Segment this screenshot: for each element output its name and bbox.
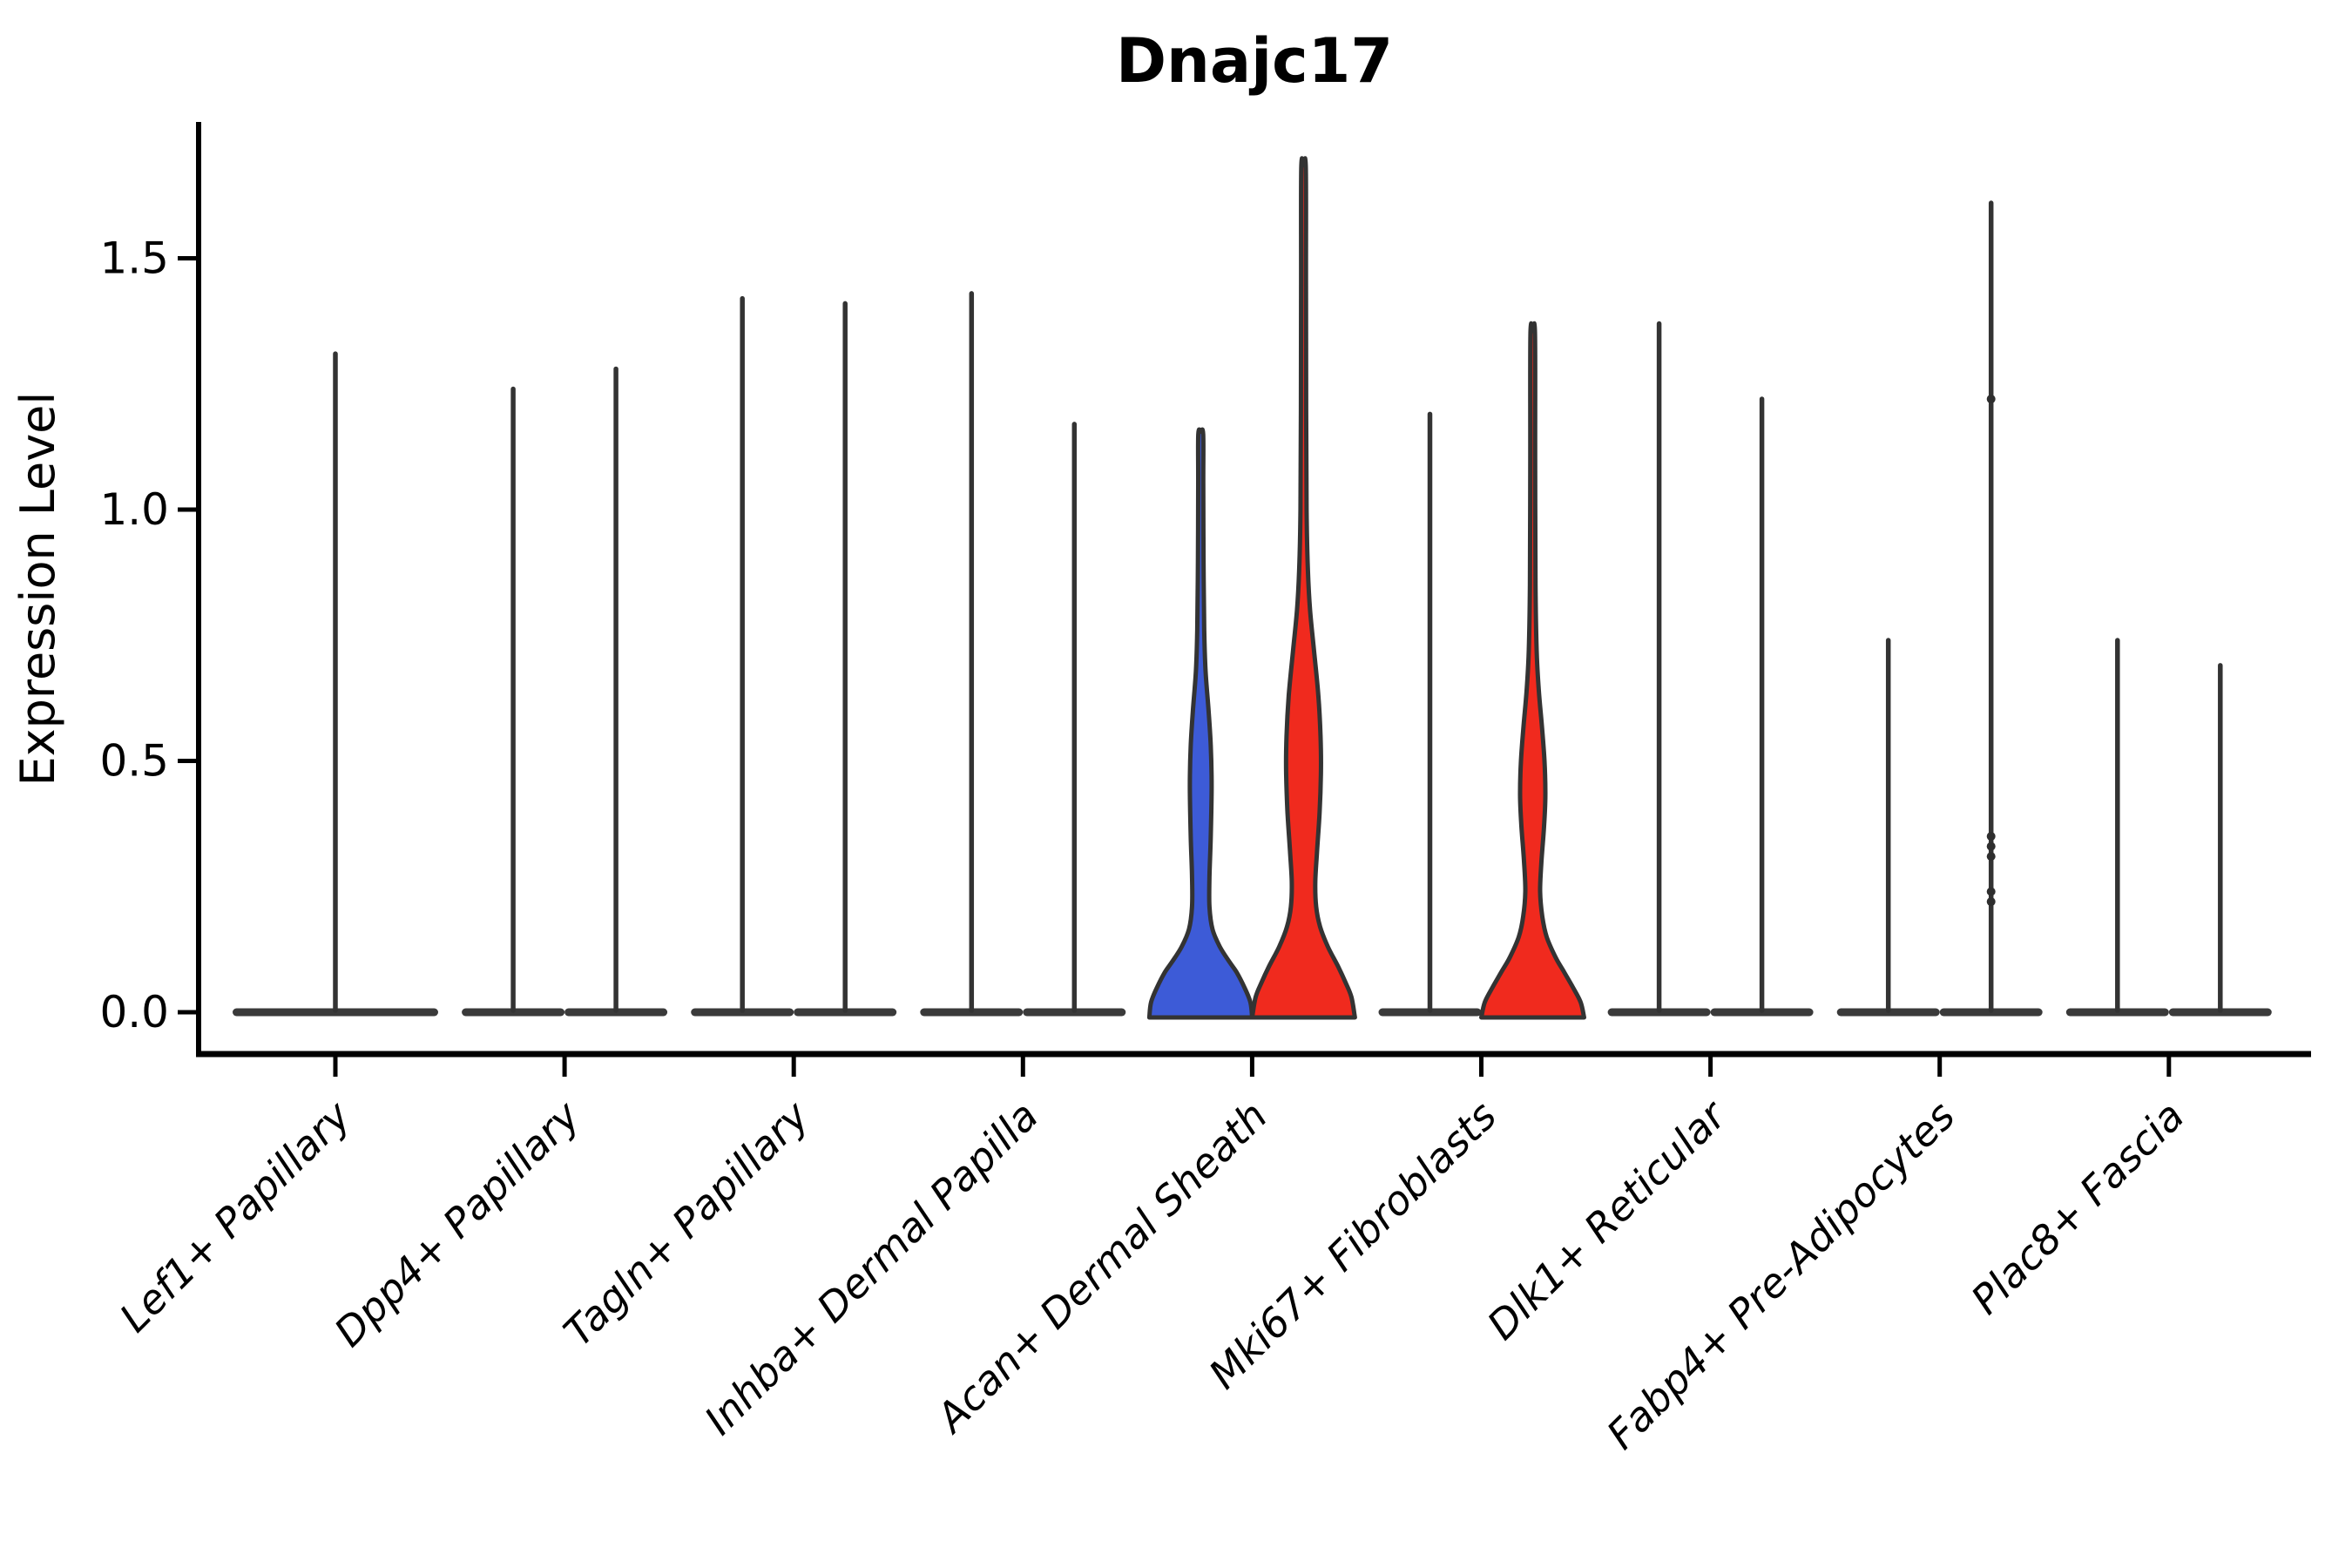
violin-body (1479, 321, 1586, 1020)
outlier-dot (1986, 852, 1996, 862)
violin-body (1249, 156, 1357, 1020)
x-tick-label: Dpp4+ Papillary (325, 1092, 589, 1355)
y-tick-label: 1.0 (99, 484, 169, 535)
outlier-dot (1986, 841, 1996, 851)
y-tick-label: 0.5 (99, 736, 169, 787)
y-axis-label: Expression Level (10, 392, 65, 787)
x-tick-label: Plac8+ Fascia (1962, 1092, 2193, 1323)
y-tick-label: 0.0 (99, 987, 169, 1037)
x-tick-label: Dlk1+ Reticular (1478, 1090, 1737, 1348)
x-tick-label: Tagln+ Papillary (555, 1092, 819, 1355)
y-tick-label: 1.5 (99, 233, 169, 284)
outlier-dot (1986, 832, 1996, 841)
violin-body (1146, 427, 1254, 1020)
outlier-dot (1986, 887, 1996, 896)
chart-title: Dnajc17 (1116, 25, 1393, 97)
x-tick-label: Lef1+ Papillary (111, 1092, 360, 1341)
outlier-dot (1986, 395, 1996, 404)
outlier-dot (1986, 897, 1996, 907)
